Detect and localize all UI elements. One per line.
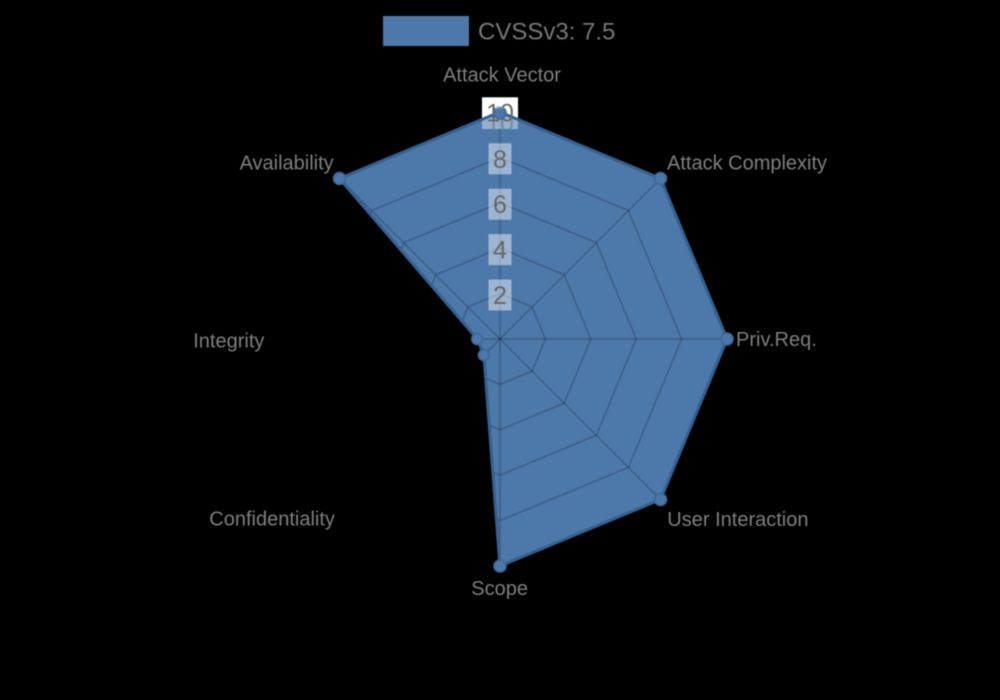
svg-text:4: 4 xyxy=(493,237,507,265)
svg-text:Priv.Req.: Priv.Req. xyxy=(736,329,817,351)
svg-text:Attack Vector: Attack Vector xyxy=(443,65,561,87)
svg-text:Confidentiality: Confidentiality xyxy=(209,509,335,531)
svg-text:Scope: Scope xyxy=(471,578,528,600)
svg-text:6: 6 xyxy=(493,191,507,219)
svg-text:Attack Complexity: Attack Complexity xyxy=(667,153,827,175)
svg-text:8: 8 xyxy=(493,146,507,174)
svg-text:Integrity: Integrity xyxy=(193,331,264,353)
svg-text:User Interaction: User Interaction xyxy=(667,509,808,531)
svg-text:Availability: Availability xyxy=(240,152,334,174)
svg-text:2: 2 xyxy=(493,282,507,310)
svg-text:CVSSv3: 7.5: CVSSv3: 7.5 xyxy=(478,19,615,46)
